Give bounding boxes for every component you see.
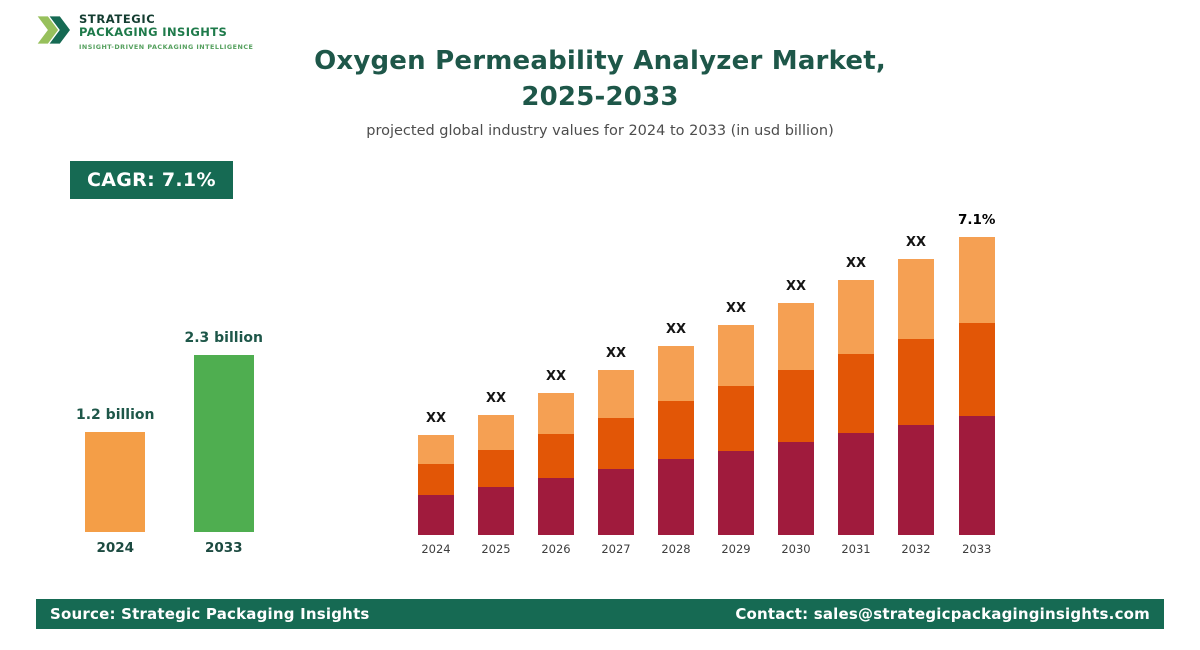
summary-year-label: 2024 [96,540,135,556]
bar-segment-bottom-maroon [658,459,694,535]
bar-value-label: XX [725,301,747,316]
summary-year-label: 2033 [204,540,243,556]
bar-segment-middle-orange-red [658,400,694,460]
bar-value-label: 7.1% [958,212,996,228]
stacked-bar-column: 7.1% 2033 [958,212,995,556]
bar-value-label: XX [785,279,807,294]
bar-segment-top-light-orange [958,237,995,324]
bar-segment-bottom-maroon [718,450,754,535]
stacked-bar [418,435,454,535]
x-tick-label: 2025 [481,542,511,556]
bar-segment-top-light-orange [478,415,514,450]
x-tick-label: 2024 [421,542,451,556]
bar-segment-middle-orange-red [418,464,454,495]
stacked-bar-column: XX 2030 [778,279,814,556]
stacked-bar-column: XX 2029 [718,301,754,556]
bar-segment-bottom-maroon [898,424,934,535]
bar-segment-top-light-orange [658,346,694,401]
stacked-bar [838,280,874,535]
bar-segment-middle-orange-red [778,370,814,443]
footer-contact: Contact: sales@strategicpackaginginsight… [735,605,1150,623]
bar-value-label: XX [905,235,927,250]
brand-logo: STRATEGIC PACKAGING INSIGHTS INSIGHT-DRI… [36,12,253,52]
summary-value-label: 1.2 billion [76,407,155,423]
bar-segment-bottom-maroon [958,415,995,535]
chart-title-line1: Oxygen Permeability Analyzer Market, [314,46,886,76]
x-tick-label: 2029 [721,542,751,556]
cagr-badge: CAGR: 7.1% [70,161,233,199]
stacked-bar-column: XX 2027 [598,346,634,556]
bar-segment-bottom-maroon [838,432,874,535]
stacked-bar [958,237,995,535]
chart-title-block: Oxygen Permeability Analyzer Market, 202… [0,44,1200,139]
double-chevron-icon [36,12,70,52]
stacked-bar-column: XX 2031 [838,256,874,556]
stacked-bar [538,393,574,535]
bar-segment-top-light-orange [898,259,934,340]
footer-bar: Source: Strategic Packaging Insights Con… [36,599,1164,629]
chart-title-line2: 2025-2033 [521,81,679,112]
bar-segment-top-light-orange [598,370,634,418]
x-tick-label: 2027 [601,542,631,556]
summary-bar-column: 1.2 billion 2024 [76,407,154,556]
chart-subtitle: projected global industry values for 202… [366,122,834,139]
x-tick-label: 2032 [901,542,931,556]
stacked-bar [598,370,634,535]
brand-name-line1: STRATEGIC [79,12,156,27]
bar-value-label: XX [665,322,687,337]
stacked-bar [478,415,514,535]
stacked-bar [898,259,934,535]
x-tick-label: 2030 [781,542,811,556]
bar-value-label: XX [485,391,507,406]
bar-segment-middle-orange-red [838,353,874,433]
summary-chart: 1.2 billion 2024 2.3 billion 2033 [76,330,263,556]
bar-value-label: XX [425,411,447,426]
summary-value-label: 2.3 billion [184,330,263,346]
bar-segment-middle-orange-red [598,417,634,469]
bar-segment-top-light-orange [838,280,874,354]
footer-source: Source: Strategic Packaging Insights [50,605,370,623]
bar-segment-bottom-maroon [478,486,514,535]
bar-segment-bottom-maroon [598,468,634,535]
bar-segment-middle-orange-red [898,339,934,425]
stacked-bar-column: XX 2024 [418,411,454,556]
x-tick-label: 2026 [541,542,571,556]
brand-tagline: INSIGHT-DRIVEN PACKAGING INTELLIGENCE [79,42,254,51]
stacked-bar [778,303,814,535]
bar-segment-middle-orange-red [958,323,995,416]
brand-name-line2: PACKAGING INSIGHTS [79,25,228,40]
brand-logo-text: STRATEGIC PACKAGING INSIGHTS INSIGHT-DRI… [79,12,254,51]
bar-segment-top-light-orange [778,303,814,371]
stacked-bar-column: XX 2028 [658,322,694,556]
summary-bar [85,432,146,532]
bar-segment-bottom-maroon [538,478,574,535]
bar-segment-middle-orange-red [538,434,574,479]
bar-segment-middle-orange-red [718,385,754,451]
bar-value-label: XX [545,369,567,384]
bar-segment-bottom-maroon [778,442,814,535]
x-tick-label: 2033 [962,542,992,556]
stacked-bar-column: XX 2032 [898,235,934,556]
summary-bar-column: 2.3 billion 2033 [184,330,262,556]
bar-value-label: XX [845,256,867,271]
x-tick-label: 2028 [661,542,691,556]
bar-segment-bottom-maroon [418,495,454,535]
stacked-bar [658,346,694,535]
summary-bar [193,355,254,532]
bar-segment-top-light-orange [718,325,754,386]
x-tick-label: 2031 [841,542,871,556]
bar-segment-top-light-orange [538,393,574,435]
stacked-chart: XX 2024 XX 2025 XX 2026 XX 2027 XX 2028 XX 2029 XX 20… [418,212,995,556]
bar-value-label: XX [605,346,627,361]
stacked-bar [718,325,754,535]
stacked-bar-column: XX 2025 [478,391,514,556]
bar-segment-middle-orange-red [478,449,514,487]
bar-segment-top-light-orange [418,435,454,464]
stacked-bar-column: XX 2026 [538,369,574,556]
